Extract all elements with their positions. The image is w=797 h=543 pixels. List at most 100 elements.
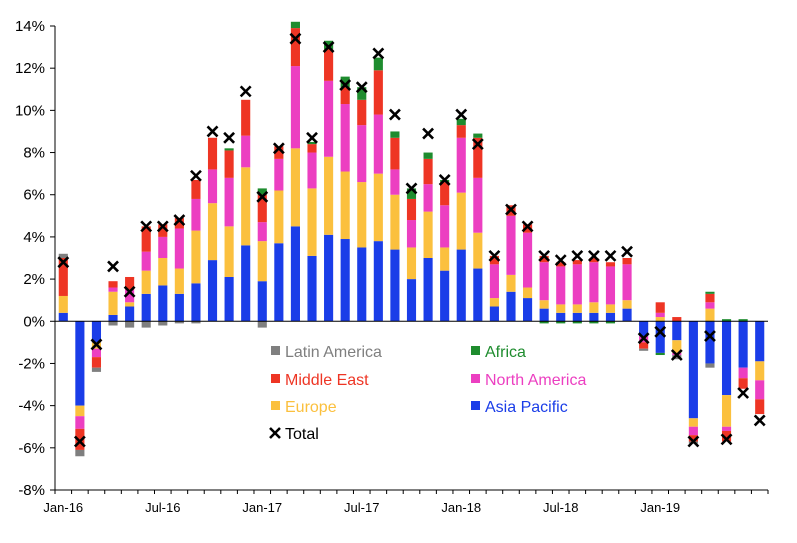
bar-north-america <box>523 232 533 288</box>
legend-swatch <box>471 401 480 410</box>
bar-asia-pacific <box>207 260 218 322</box>
total-marker <box>438 174 451 186</box>
bar-middle-east <box>622 258 632 265</box>
bar-europe <box>456 192 466 250</box>
bar-north-america <box>257 222 267 242</box>
bar-middle-east <box>605 262 616 267</box>
y-tick-label: -6% <box>18 440 45 457</box>
total-marker <box>488 249 501 262</box>
bar-north-america <box>406 220 417 248</box>
legend-item-africa: Africa <box>471 344 526 361</box>
bar-europe <box>440 247 450 271</box>
bar-asia-pacific <box>357 247 367 322</box>
x-tick-label: Jul-18 <box>543 500 578 515</box>
bar-north-america <box>556 266 566 305</box>
total-markers <box>57 32 766 448</box>
bar-middle-east <box>705 293 715 303</box>
total-marker <box>57 256 70 269</box>
bar-europe <box>589 302 599 313</box>
bar-north-america <box>207 169 218 204</box>
bar-europe <box>191 230 201 284</box>
bar-europe <box>473 232 483 269</box>
total-marker <box>107 260 119 273</box>
bar-africa <box>589 321 599 324</box>
total-marker <box>637 332 650 345</box>
bar-asia-pacific <box>440 270 450 322</box>
bar-middle-east <box>340 87 350 105</box>
y-tick-label: 8% <box>23 145 45 162</box>
bar-africa <box>324 40 334 50</box>
bar-north-america <box>622 264 632 301</box>
bar-europe <box>307 188 317 256</box>
bar-asia-pacific <box>523 298 533 322</box>
bar-asia-pacific <box>489 306 499 322</box>
legend-label: Middle East <box>285 372 369 389</box>
bar-africa <box>572 321 582 324</box>
bar-middle-east <box>257 194 267 223</box>
total-marker <box>455 108 468 121</box>
bar-europe <box>357 182 367 248</box>
bar-asia-pacific <box>91 321 102 343</box>
total-marker <box>156 220 169 233</box>
total-marker <box>554 254 567 267</box>
bar-middle-east <box>290 28 300 67</box>
legend-label: Total <box>285 426 319 443</box>
bar-middle-east <box>721 430 732 442</box>
bar-europe <box>506 274 516 292</box>
bar-europe <box>605 304 616 313</box>
bar-north-america <box>125 289 135 303</box>
bar-africa <box>340 76 350 88</box>
legend-label: Latin America <box>285 344 382 361</box>
bar-asia-pacific <box>721 321 732 396</box>
bar-latin-america <box>91 367 102 372</box>
bar-middle-east <box>572 260 582 265</box>
x-tick-label: Jul-17 <box>344 500 379 515</box>
bar-asia-pacific <box>705 321 715 364</box>
bar-europe <box>340 171 350 240</box>
total-marker <box>239 85 252 98</box>
bar-asia-pacific <box>738 321 748 368</box>
total-marker <box>720 433 733 446</box>
bar-latin-america <box>257 321 267 328</box>
total-marker <box>587 249 600 262</box>
bar-north-america <box>290 66 300 149</box>
y-tick-label: 14% <box>15 18 45 35</box>
bar-latin-america <box>125 321 135 328</box>
bar-north-america <box>340 104 350 172</box>
total-marker <box>256 190 269 203</box>
x-tick-label: Jan-19 <box>640 500 680 515</box>
bar-latin-america <box>639 348 649 351</box>
bar-africa <box>406 188 417 199</box>
bar-north-america <box>373 114 383 174</box>
total-marker <box>140 220 153 233</box>
bar-africa <box>655 352 665 356</box>
bar-north-america <box>755 380 765 400</box>
bar-latin-america <box>75 449 85 457</box>
bar-africa <box>556 321 566 324</box>
bar-asia-pacific <box>174 293 184 322</box>
bar-asia-pacific <box>224 276 234 322</box>
bar-middle-east <box>539 255 549 263</box>
x-axis: Jan-16 Jul-16 Jan-17 Jul-17 Jan-18 Jul-18 Jan-… <box>43 489 769 515</box>
legend-item-latin-america: Latin America <box>271 344 382 361</box>
total-marker <box>355 81 368 94</box>
legend-item-asia-pacific: Asia Pacific <box>471 399 568 416</box>
total-marker <box>173 214 186 226</box>
bar-asia-pacific <box>456 249 466 322</box>
bar-north-america <box>224 177 234 227</box>
legend-label: Asia Pacific <box>485 399 568 416</box>
bar-asia-pacific <box>324 234 334 322</box>
bar-series-group <box>58 21 765 457</box>
total-marker <box>621 245 633 258</box>
bar-north-america <box>589 262 599 303</box>
bar-middle-east <box>75 428 85 450</box>
bar-africa <box>373 57 383 71</box>
bar-north-america <box>75 416 85 429</box>
bar-africa <box>390 131 400 138</box>
bar-europe <box>290 148 300 227</box>
bar-latin-america <box>108 321 118 326</box>
total-marker <box>654 325 667 338</box>
total-marker <box>604 249 617 262</box>
bar-asia-pacific <box>605 312 616 322</box>
